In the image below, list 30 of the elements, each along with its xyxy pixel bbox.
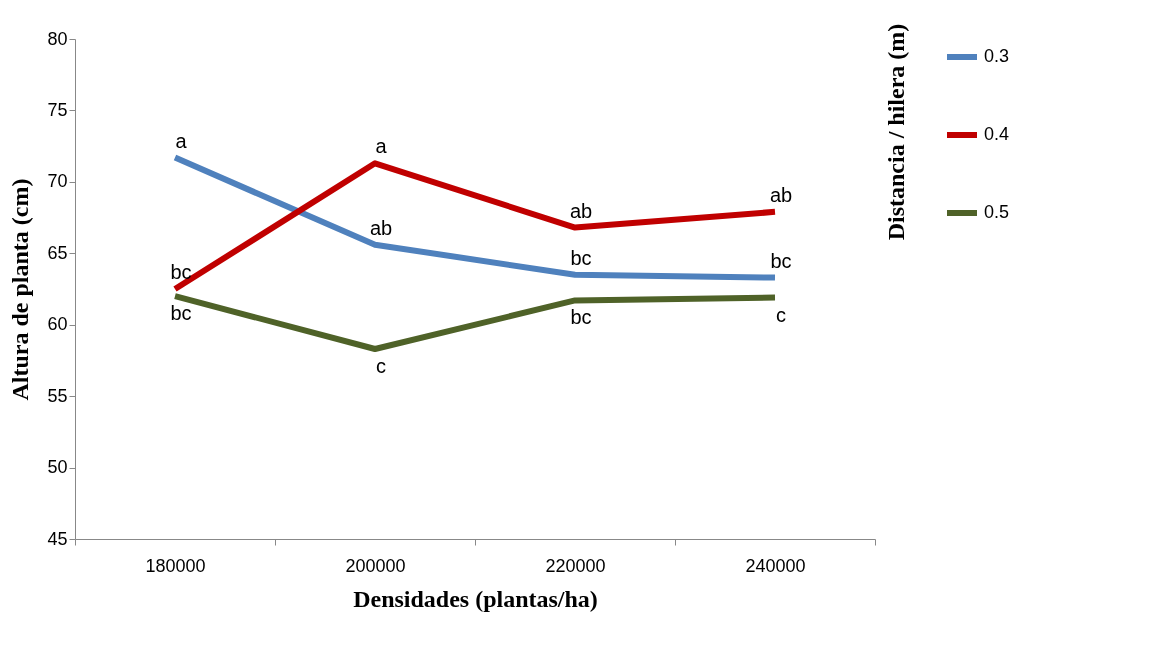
legend-title: Distancia / hilera (m) [883,23,909,241]
annotation: bc [170,261,192,283]
y-tick-label: 70 [47,171,68,192]
annotation: ab [369,216,393,239]
x-axis-title: Densidades (plantas/ha) [353,585,598,612]
y-tick-label: 50 [47,457,68,478]
annotation: bc [770,249,792,272]
annotation: bc [170,302,192,325]
legend-label: 0.4 [984,124,1010,144]
annotation: a [375,135,388,158]
x-tick-label: 220000 [545,555,606,576]
annotation: c [776,303,786,326]
x-tick-label: 240000 [745,555,806,576]
annotation: c [376,355,386,377]
y-tick-label: 45 [47,528,68,549]
y-tick-label: 60 [47,314,68,335]
annotation: a [175,129,188,152]
annotation: bc [570,306,592,329]
x-tick-label: 200000 [345,555,406,576]
annotation: ab [769,183,793,206]
y-tick-label: 75 [47,99,68,120]
annotation: bc [570,246,592,269]
legend-label: 0.3 [984,46,1010,66]
annotation: ab [569,199,593,222]
y-tick-label: 80 [47,28,68,49]
y-tick-label: 55 [47,385,68,406]
y-axis-title: Altura de planta (cm) [7,178,34,401]
x-tick-label: 180000 [145,555,206,576]
legend-label: 0.5 [984,202,1010,222]
y-tick-label: 65 [47,242,68,263]
